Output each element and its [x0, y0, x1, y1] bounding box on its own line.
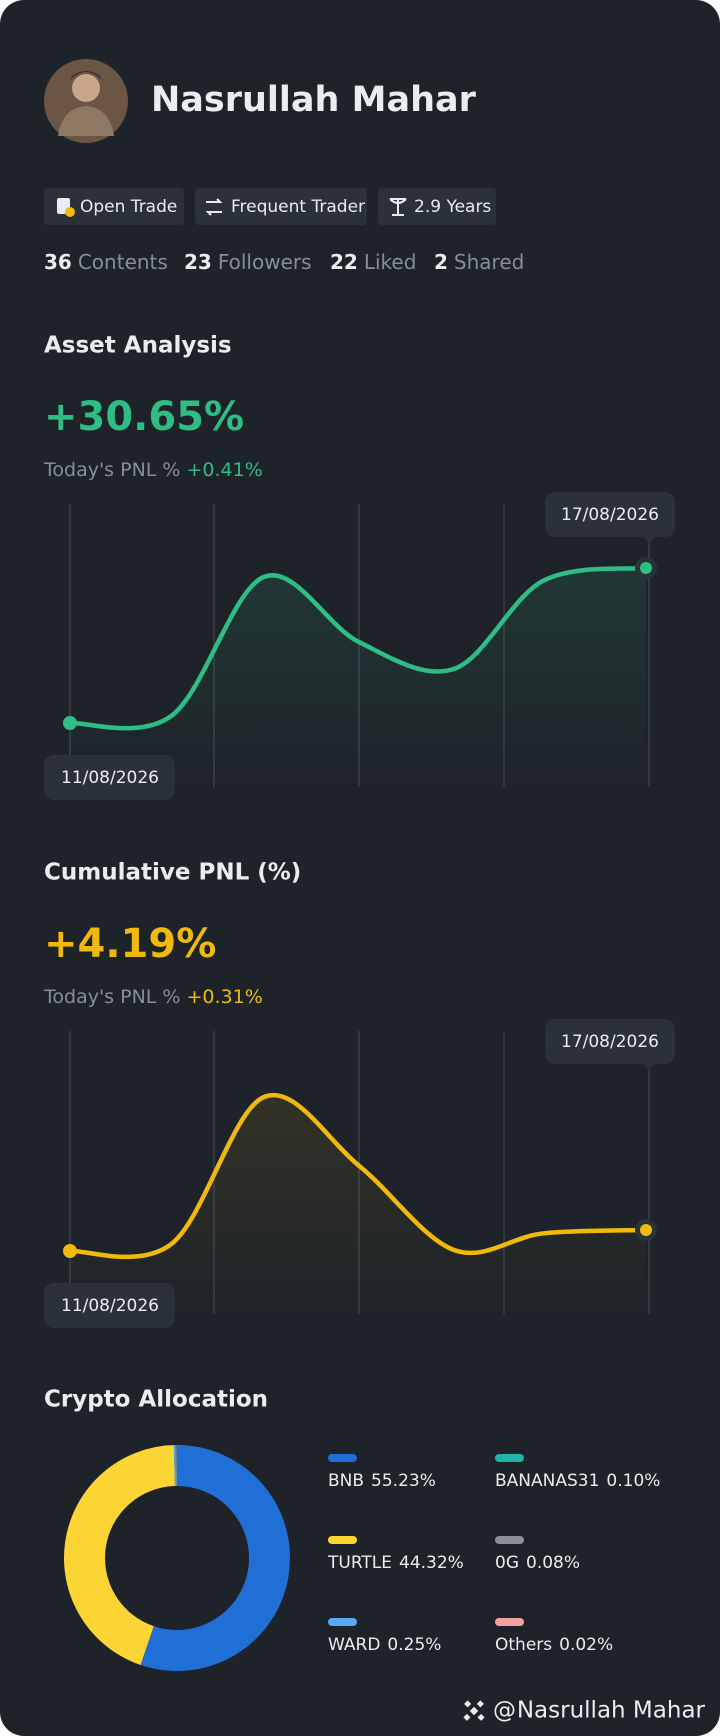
stat-value: 23 [184, 250, 212, 274]
pnl-value: +0.41% [186, 459, 262, 481]
legend-value: 0.10% [606, 1471, 660, 1491]
badge-label: Open Trade [80, 197, 177, 217]
legend-entry: 0G 0.08% [495, 1553, 580, 1573]
badge[interactable]: Open Trade [44, 188, 184, 225]
legend-name: BANANAS31 [495, 1471, 599, 1491]
date-label: 11/08/2026 [61, 1296, 159, 1316]
tooltip-box [44, 1283, 175, 1328]
tooltip-box [545, 1019, 675, 1064]
stat: 23 Followers [184, 250, 312, 274]
line [67, 565, 649, 731]
legend-swatch [495, 1618, 524, 1626]
date-label: 17/08/2026 [561, 1032, 659, 1052]
line [67, 1092, 649, 1260]
footer-at: @ [493, 1698, 516, 1724]
point-end [640, 1223, 652, 1236]
pnl-label: Today's PNL % [43, 986, 180, 1008]
point-start [63, 716, 77, 730]
section-title: Asset Analysis [44, 333, 232, 359]
stat-value: 22 [330, 250, 358, 274]
legend-value: 0.02% [559, 1635, 613, 1655]
pnl-line: Today's PNL % +0.31% [43, 986, 263, 1008]
stat: 22 Liked [330, 250, 416, 274]
legend-entry: BNB 55.23% [328, 1471, 436, 1491]
legend-entry: Others 0.02% [495, 1635, 613, 1655]
legend-name: Others [495, 1635, 552, 1655]
stat-label: Followers [218, 250, 312, 274]
footer-name: Nasrullah Mahar [517, 1698, 706, 1724]
stat-label: Liked [364, 250, 417, 274]
stat-label: Shared [454, 250, 524, 274]
legend-value: 0.25% [387, 1635, 441, 1655]
legend-value: 55.23% [371, 1471, 436, 1491]
legend-entry: TURTLE 44.32% [327, 1553, 464, 1573]
legend-entry: BANANAS31 0.10% [495, 1471, 660, 1491]
tooltip-pointer [643, 1064, 655, 1070]
badge[interactable]: Frequent Trader [195, 188, 367, 225]
legend-name: 0G [495, 1553, 519, 1573]
headline-value: +30.65% [44, 394, 244, 440]
legend-entry: WARD 0.25% [328, 1635, 441, 1655]
headline-value: +4.19% [44, 921, 216, 967]
legend-value: 44.32% [399, 1553, 464, 1573]
legend-name: WARD [328, 1635, 380, 1655]
stat-label: Contents [78, 250, 168, 274]
legend-swatch [328, 1618, 357, 1626]
tooltip-box [545, 492, 675, 537]
legend-swatch [328, 1454, 357, 1462]
pnl-line: Today's PNL % +0.41% [43, 459, 263, 481]
pnl-label: Today's PNL % [43, 459, 180, 481]
donut-slice [140, 1445, 290, 1671]
badge-label: Frequent Trader [231, 197, 365, 217]
section-title: Crypto Allocation [44, 1387, 268, 1413]
point-start [63, 1244, 77, 1258]
legend-swatch [495, 1454, 524, 1462]
badge-label: 2.9 Years [414, 197, 491, 217]
pnl-value: +0.31% [186, 986, 262, 1008]
tooltip-pointer [643, 537, 655, 543]
point-end [640, 562, 652, 574]
area-fill [70, 1095, 646, 1314]
date-label: 17/08/2026 [561, 505, 659, 525]
legend-swatch [328, 1536, 357, 1544]
profile-name: Nasrullah Mahar [151, 80, 477, 120]
donut-slice [64, 1445, 176, 1665]
date-label: 11/08/2026 [61, 768, 159, 788]
tooltip-box [44, 755, 175, 800]
legend-value: 0.08% [526, 1553, 580, 1573]
stat-value: 36 [44, 250, 72, 274]
legend-name: BNB [328, 1471, 364, 1491]
stat: 36 Contents [44, 250, 168, 274]
badge[interactable]: 2.9 Years [378, 188, 496, 225]
footer-watermark: @ Nasrullah Mahar [463, 1698, 706, 1724]
legend-name: TURTLE [327, 1553, 392, 1573]
stat: 2 Shared [434, 250, 524, 274]
legend-swatch [495, 1536, 524, 1544]
avatar[interactable] [44, 59, 128, 143]
section-title: Cumulative PNL (%) [44, 860, 301, 886]
stat-value: 2 [434, 250, 448, 274]
